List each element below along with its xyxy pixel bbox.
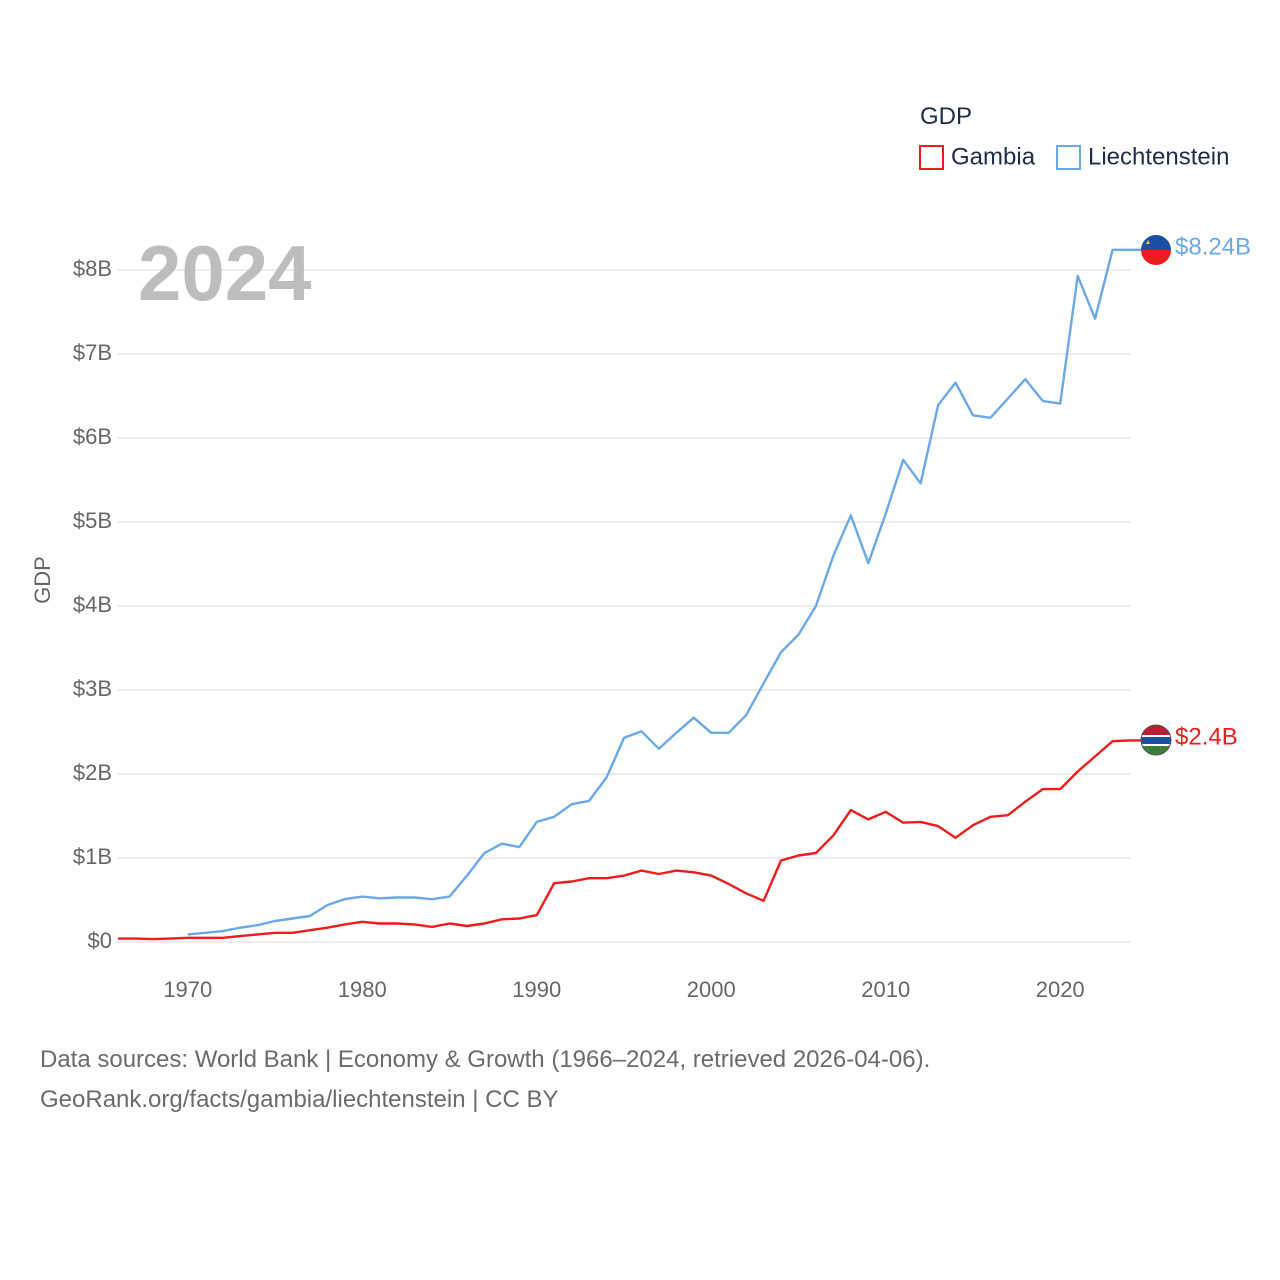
series-line-gambia[interactable] [118, 739, 1141, 941]
x-tick-label: 1980 [338, 977, 387, 1002]
x-tick-label: 2000 [687, 977, 736, 1002]
y-tick-label: $4B [73, 592, 112, 617]
y-tick-label: $2B [73, 760, 112, 785]
end-label-gambia: $2.4B [1175, 723, 1238, 750]
y-tick-label: $5B [73, 508, 112, 533]
x-tick-label: 2010 [861, 977, 910, 1002]
x-tick-label: 1990 [512, 977, 561, 1002]
liechtenstein-flag-icon [1141, 235, 1171, 265]
y-tick-label: $3B [73, 676, 112, 701]
y-tick-label: $6B [73, 424, 112, 449]
y-tick-label: $1B [73, 844, 112, 869]
y-axis-label: GDP [30, 556, 55, 604]
series-lines [118, 248, 1141, 941]
y-tick-label: $7B [73, 340, 112, 365]
footer-source: Data sources: World Bank | Economy & Gro… [40, 1046, 931, 1073]
legend-item-gambia[interactable]: Gambia [919, 143, 1036, 170]
legend-title: GDP [920, 103, 972, 130]
footer-link[interactable]: GeoRank.org/facts/gambia/liechtenstein |… [40, 1086, 559, 1113]
y-axis: $0 $1B $2B $3B $4B $5B $6B $7B $8B [73, 256, 112, 953]
legend: GDP Gambia Liechtenstein [919, 103, 1229, 170]
gambia-flag-icon [1140, 724, 1172, 756]
footer: Data sources: World Bank | Economy & Gro… [40, 1040, 1240, 1120]
x-tick-label: 2020 [1036, 977, 1085, 1002]
legend-swatch-liechtenstein [1056, 145, 1081, 170]
series-line-liechtenstein[interactable] [187, 248, 1141, 936]
x-tick-label: 1970 [163, 977, 212, 1002]
x-axis: 1970 1980 1990 2000 2010 2020 [163, 977, 1084, 1002]
legend-label-gambia: Gambia [951, 143, 1036, 170]
legend-swatch-gambia [919, 145, 944, 170]
y-tick-label: $8B [73, 256, 112, 281]
end-label-liechtenstein: $8.24B [1175, 233, 1251, 260]
grid-lines [118, 269, 1130, 943]
legend-item-liechtenstein[interactable]: Liechtenstein [1056, 143, 1229, 170]
y-tick-label: $0 [88, 928, 112, 953]
legend-label-liechtenstein: Liechtenstein [1088, 143, 1229, 170]
year-watermark: 2024 [138, 229, 312, 317]
